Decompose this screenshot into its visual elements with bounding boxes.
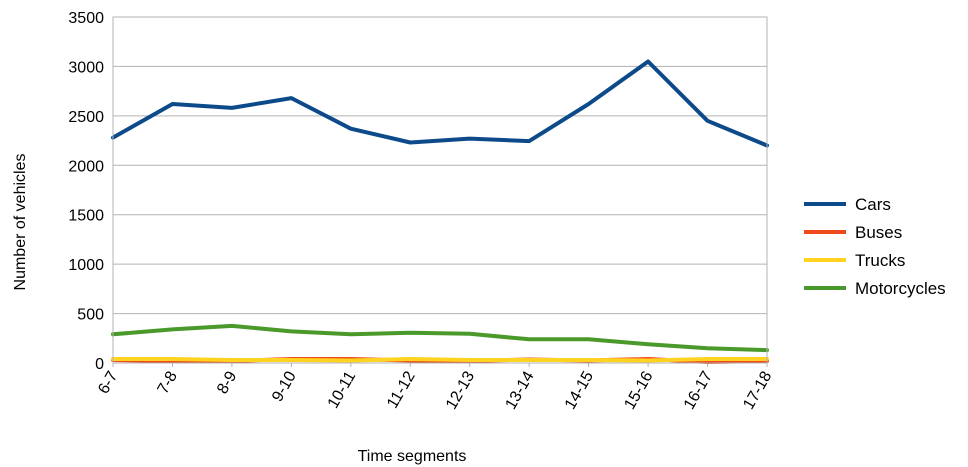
y-tick-label: 2000 [68, 158, 104, 175]
y-tick-labels: 0 500 1000 1500 2000 2500 3000 3500 [68, 10, 104, 373]
x-tick-label: 17-18 [740, 368, 775, 412]
x-tick-label: 16-17 [681, 368, 716, 412]
series-line-trucks [111, 357, 769, 363]
x-tick-label: 11-12 [384, 368, 419, 411]
x-tick-label: 8-9 [214, 368, 240, 397]
y-tick-label: 0 [95, 356, 104, 373]
y-tick-label: 3500 [68, 10, 104, 27]
series-line-cars [111, 59, 769, 148]
x-axis-title: Time segments [358, 448, 467, 465]
x-tick-labels: 6-7 7-8 8-9 9-10 10-11 11-12 12-13 13-14 14-15 15… [95, 363, 776, 412]
x-tick-label: 7-8 [155, 368, 181, 397]
x-tick-label: 13-14 [502, 368, 537, 412]
series-lines [111, 59, 769, 364]
x-tick-label: 12-13 [443, 368, 478, 412]
y-tick-label: 3000 [68, 59, 104, 76]
legend-label-cars: Cars [855, 195, 891, 214]
x-tick-label: 10-11 [325, 368, 360, 411]
legend: Cars Buses Trucks Motorcycles [804, 195, 946, 298]
legend-label-buses: Buses [855, 223, 902, 242]
legend-label-motorcycles: Motorcycles [855, 279, 946, 298]
x-tick-label: 15-16 [621, 368, 656, 412]
plot-area-frame [112, 16, 768, 364]
y-tick-label: 500 [77, 307, 104, 324]
y-tick-label: 1500 [68, 208, 104, 225]
gridlines [113, 16, 767, 364]
y-tick-label: 1000 [68, 257, 104, 274]
y-axis-title: Number of vehicles [12, 154, 29, 291]
x-tick-label: 14-15 [562, 368, 597, 412]
y-tick-label: 2500 [68, 109, 104, 126]
x-tick-label: 9-10 [269, 368, 300, 404]
legend-label-trucks: Trucks [855, 251, 905, 270]
series-line-motorcycles [111, 323, 769, 353]
